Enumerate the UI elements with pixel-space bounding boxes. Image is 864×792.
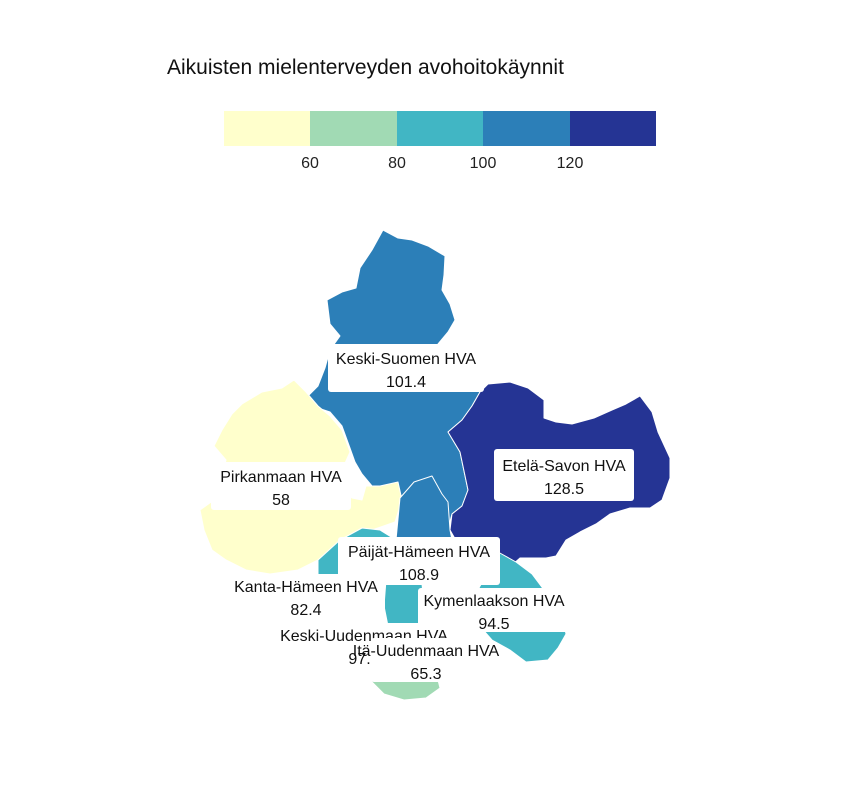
- region-name-label: Keski-Suomen HVA: [336, 351, 477, 368]
- region-label: Pirkanmaan HVA 58: [211, 462, 351, 510]
- region-value-label: 65.3: [410, 666, 441, 683]
- region-label: Itä-Uudenmaan HVA 65.3: [353, 638, 500, 683]
- label-box: [227, 574, 385, 618]
- legend-bin: [396, 111, 484, 146]
- label-box: [494, 449, 634, 501]
- color-legend: [224, 111, 656, 146]
- region-value-label: 58: [272, 492, 290, 509]
- region-value-label: 128.5: [544, 481, 584, 498]
- legend-tick-label: 60: [301, 155, 319, 172]
- legend-bin: [224, 111, 311, 146]
- region-value-label: 108.9: [399, 567, 439, 584]
- label-box: [371, 638, 481, 682]
- region-label: Kanta-Hämeen HVA 82.4: [227, 574, 385, 619]
- legend-bin: [483, 111, 570, 146]
- legend-bin: [569, 111, 656, 146]
- region-name-label: Pirkanmaan HVA: [220, 469, 342, 486]
- region-name-label: Etelä-Savon HVA: [502, 458, 626, 475]
- region-name-label: Kymenlaakson HVA: [423, 593, 564, 610]
- label-box: [211, 462, 351, 510]
- label-box: [328, 344, 484, 392]
- label-box: [418, 588, 570, 632]
- legend-bin: [310, 111, 397, 146]
- region-label: Kymenlaakson HVA 94.5: [418, 588, 570, 633]
- legend-tick-label: 100: [469, 155, 497, 172]
- region-value-label: 82.4: [290, 602, 321, 619]
- legend-tick-label: 80: [388, 155, 406, 172]
- label-box: [338, 537, 500, 585]
- region-name-label: Kanta-Hämeen HVA: [234, 579, 378, 596]
- region-name-label: Päijät-Hämeen HVA: [348, 544, 490, 561]
- region-label: Etelä-Savon HVA 128.5: [494, 449, 634, 501]
- region-value-label: 101.4: [386, 374, 426, 391]
- region-value-label: 94.5: [478, 616, 509, 633]
- region-label: Keski-Suomen HVA 101.4: [328, 344, 484, 392]
- region-name-label: Itä-Uudenmaan HVA: [353, 643, 500, 660]
- map-title: Aikuisten mielenterveyden avohoitokäynni…: [167, 56, 564, 79]
- legend-tick-label: 120: [556, 155, 584, 172]
- region-label: Päijät-Hämeen HVA 108.9: [338, 537, 500, 585]
